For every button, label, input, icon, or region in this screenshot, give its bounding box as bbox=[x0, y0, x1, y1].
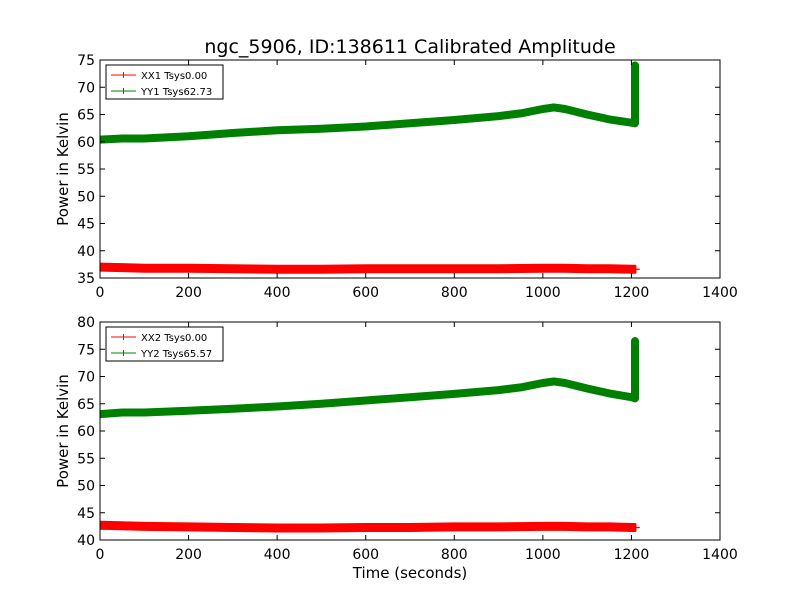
legend-label: YY1 Tsys62.73 bbox=[140, 87, 212, 98]
x-tick-label: 600 bbox=[352, 547, 379, 563]
data-point bbox=[630, 337, 639, 346]
x-tick-label: 400 bbox=[264, 547, 291, 563]
x-axis-label: Time (seconds) bbox=[352, 564, 468, 582]
data-point bbox=[605, 264, 614, 273]
y-tick-label: 60 bbox=[77, 424, 95, 440]
series-line-xx bbox=[100, 524, 636, 529]
y-tick-label: 50 bbox=[77, 479, 95, 495]
y-tick-label: 65 bbox=[77, 108, 95, 124]
y-tick-label: 55 bbox=[77, 162, 95, 178]
legend-marker bbox=[120, 72, 127, 78]
y-tick-label: 40 bbox=[77, 533, 95, 549]
plot-2: 0 200 400 600 800 1000 1200 1400 40 45 50 55 60 65 70 7… bbox=[54, 315, 738, 563]
y-tick-label: 45 bbox=[77, 506, 95, 522]
data-point bbox=[605, 522, 614, 531]
data-point bbox=[631, 523, 640, 532]
legend-label: YY2 Tsys65.57 bbox=[140, 349, 212, 360]
x-tick-label: 800 bbox=[441, 547, 468, 563]
data-point bbox=[630, 394, 639, 403]
x-tick-label: 1000 bbox=[525, 285, 561, 301]
y-tick-label: 75 bbox=[77, 342, 95, 358]
y-tick-label: 80 bbox=[77, 315, 95, 331]
plots: 0 200 400 600 800 1000 1200 1400354045505560657… bbox=[54, 53, 738, 563]
y-axis-label: Power in Kelvin bbox=[54, 374, 72, 488]
legend-box bbox=[105, 326, 224, 362]
legend-marker bbox=[120, 350, 127, 356]
x-tick-label: 400 bbox=[264, 285, 291, 301]
legend-marker bbox=[120, 88, 127, 94]
series-group bbox=[100, 337, 640, 533]
y-tick-label: 70 bbox=[77, 370, 95, 386]
legend-marker bbox=[120, 334, 127, 340]
legend-label: XX2 Tsys0.00 bbox=[141, 333, 207, 344]
legend: XX1 Tsys0.00 YY1 Tsys62.73 bbox=[105, 64, 224, 100]
y-tick-label: 45 bbox=[77, 217, 95, 233]
x-tick-label: 800 bbox=[441, 285, 468, 301]
x-tick-label: 600 bbox=[352, 285, 379, 301]
y-tick-label: 70 bbox=[77, 80, 95, 96]
x-tick-label: 1000 bbox=[525, 547, 561, 563]
y-tick-label: 60 bbox=[77, 135, 95, 151]
legend: XX2 Tsys0.00 YY2 Tsys65.57 bbox=[105, 326, 224, 362]
x-tick-label: 0 bbox=[96, 285, 105, 301]
y-axis-label: Power in Kelvin bbox=[54, 112, 72, 226]
data-point bbox=[630, 119, 639, 128]
x-tick-label: 0 bbox=[96, 547, 105, 563]
y-tick-label: 35 bbox=[77, 271, 95, 287]
y-tick-label: 65 bbox=[77, 397, 95, 413]
x-tick-label: 1200 bbox=[614, 285, 650, 301]
x-tick-label: 1400 bbox=[702, 547, 738, 563]
plot-1: 0 200 400 600 800 1000 1200 1400 35 40 45 50 55 60 65 7… bbox=[54, 53, 738, 301]
y-tick-label: 75 bbox=[77, 53, 95, 69]
series-line-xx bbox=[100, 266, 636, 270]
legend-item: YY1 Tsys62.73 bbox=[111, 87, 212, 98]
data-point bbox=[630, 80, 639, 89]
data-point bbox=[630, 61, 639, 70]
legend-item: XX1 Tsys0.00 bbox=[111, 71, 207, 82]
legend-label: XX1 Tsys0.00 bbox=[141, 71, 207, 82]
data-point bbox=[583, 264, 592, 273]
x-tick-label: 200 bbox=[175, 547, 202, 563]
data-point bbox=[631, 265, 640, 274]
x-tick-label: 1400 bbox=[702, 285, 738, 301]
series-group bbox=[100, 61, 640, 274]
legend-item: XX2 Tsys0.00 bbox=[111, 333, 207, 344]
chart-title: ngc_5906, ID:138611 Calibrated Amplitude bbox=[204, 36, 615, 58]
data-point bbox=[583, 522, 592, 531]
y-tick-label: 50 bbox=[77, 189, 95, 205]
x-tick-label: 200 bbox=[175, 285, 202, 301]
legend-item: YY2 Tsys65.57 bbox=[111, 349, 212, 360]
x-tick-label: 1200 bbox=[614, 547, 650, 563]
data-point bbox=[630, 356, 639, 365]
y-tick-label: 40 bbox=[77, 244, 95, 260]
legend-box bbox=[105, 64, 224, 100]
y-tick-label: 55 bbox=[77, 451, 95, 467]
